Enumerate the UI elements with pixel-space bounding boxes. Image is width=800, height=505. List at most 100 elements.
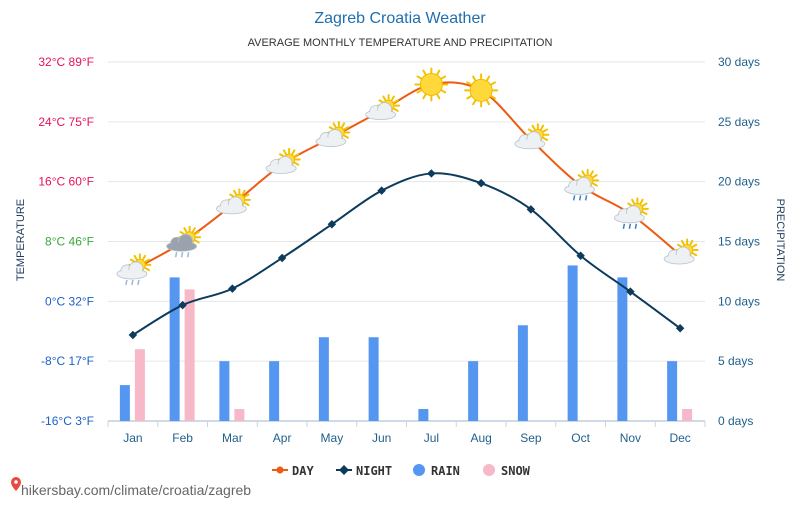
precip-drop (628, 223, 632, 229)
sun-ray (144, 267, 150, 272)
rain-partly-cloudy-icon (613, 197, 649, 229)
x-tick-label: Nov (620, 431, 641, 445)
y-tick-label: 8°C 46°F (45, 235, 94, 249)
axis-ticks: 32°C 89°F 24°C 75°F 16°C 60°F 8°C 46°F 0°C 3… (38, 55, 760, 445)
partly-cloudy-icon (315, 121, 351, 147)
legend-item-night[interactable]: NIGHT (336, 464, 392, 478)
sun-ray (440, 89, 447, 94)
sun-ray (627, 202, 633, 207)
sun-ray (691, 243, 698, 248)
weather-icons (116, 67, 699, 286)
sun-ray (293, 161, 300, 166)
sun-ray (390, 95, 395, 101)
sun-ray (244, 193, 250, 198)
sun-ray (631, 198, 636, 205)
footer-link[interactable]: hikersbay.com/climate/croatia/zagreb (21, 482, 251, 498)
legend-item-day[interactable]: DAY (272, 464, 314, 478)
sun-ray (542, 137, 548, 142)
sun-ray (472, 99, 477, 106)
snow-marker-icon (483, 464, 495, 476)
sun-ray (328, 126, 335, 131)
location-pin-icon (11, 477, 21, 491)
sun-ray (233, 189, 238, 196)
night-point (228, 284, 237, 293)
sun-icon (414, 67, 449, 102)
sun-icon (464, 73, 499, 108)
sun-ray (378, 99, 384, 104)
night-point (626, 287, 635, 296)
rain-bar (119, 385, 130, 421)
sun-ray (490, 95, 496, 100)
cloud-fill (366, 110, 395, 119)
partly-cloudy-icon (663, 238, 699, 265)
night-marker-icon (339, 465, 349, 475)
sun-ray (229, 193, 235, 198)
y2-tick-label: 15 days (718, 235, 760, 249)
sun-ray (691, 252, 698, 257)
precip-drop (622, 223, 626, 229)
rain-bar (517, 325, 528, 421)
sun-ray (592, 174, 598, 179)
y-tick-label: 24°C 75°F (38, 115, 94, 129)
x-tick-label: Aug (470, 431, 491, 445)
y-tick-label: 32°C 89°F (38, 55, 94, 69)
sun-ray (422, 69, 427, 76)
y-tick-label: -8°C 17°F (41, 354, 94, 368)
sun-ray (241, 189, 246, 196)
y-tick-label: 16°C 60°F (38, 175, 94, 189)
cloud-fill (267, 164, 296, 173)
precip-drop (131, 279, 134, 286)
x-tick-label: Sep (520, 431, 542, 445)
sun-ray (642, 202, 648, 207)
sun-ray (382, 95, 387, 101)
sun-ray (133, 254, 138, 261)
y2-tick-label: 25 days (718, 115, 760, 129)
sun-ray (466, 95, 472, 100)
partly-cloudy-icon (514, 123, 550, 150)
rain-bar (617, 277, 628, 421)
rain-bar (667, 361, 678, 421)
rain-bar (468, 361, 479, 421)
x-tick-label: May (321, 431, 344, 445)
y2-tick-label: 30 days (718, 55, 760, 69)
snow-bar (682, 409, 693, 421)
partly-cloudy-icon (215, 188, 251, 215)
sun-ray (179, 230, 185, 235)
snow-bar (134, 349, 145, 421)
sun-ray (332, 122, 337, 128)
partly-cloudy-icon (265, 147, 301, 174)
legend-label-rain: RAIN (431, 464, 460, 478)
night-point (377, 186, 386, 195)
sun-ray (142, 254, 147, 261)
night-point (277, 253, 287, 263)
cloud-fill (167, 242, 196, 251)
legend-item-snow[interactable]: SNOW (483, 464, 531, 478)
legend-item-rain[interactable]: RAIN (413, 464, 460, 478)
sun-ray (293, 153, 300, 158)
sun-ray (581, 170, 586, 176)
rain-bar (318, 337, 329, 421)
y-axis-title: TEMPERATURE (15, 199, 27, 281)
x-tick-label: Feb (172, 431, 193, 445)
sun-ray (194, 239, 200, 244)
y2-axis-title: PRECIPITATION (774, 199, 786, 282)
legend-label-day: DAY (292, 464, 314, 478)
precip-drop (572, 195, 576, 201)
sun-ray (486, 99, 491, 106)
footer[interactable]: hikersbay.com/climate/croatia/zagreb (11, 477, 251, 498)
sun-ray (639, 198, 644, 205)
sun-ray (680, 239, 685, 246)
sun-ray (677, 243, 683, 248)
sun-ray (531, 124, 536, 131)
rain-bar (169, 277, 180, 421)
snow-rain-cloudy-icon (166, 225, 202, 258)
chart-subtitle: AVERAGE MONTHLY TEMPERATURE AND PRECIPIT… (248, 37, 553, 49)
night-point (178, 300, 187, 310)
gridlines (107, 61, 706, 427)
y2-tick-label: 20 days (718, 175, 760, 189)
night-point (476, 178, 486, 188)
night-point (128, 330, 138, 340)
rain-partly-cloudy-icon (564, 168, 600, 201)
precip-drop (634, 223, 638, 229)
